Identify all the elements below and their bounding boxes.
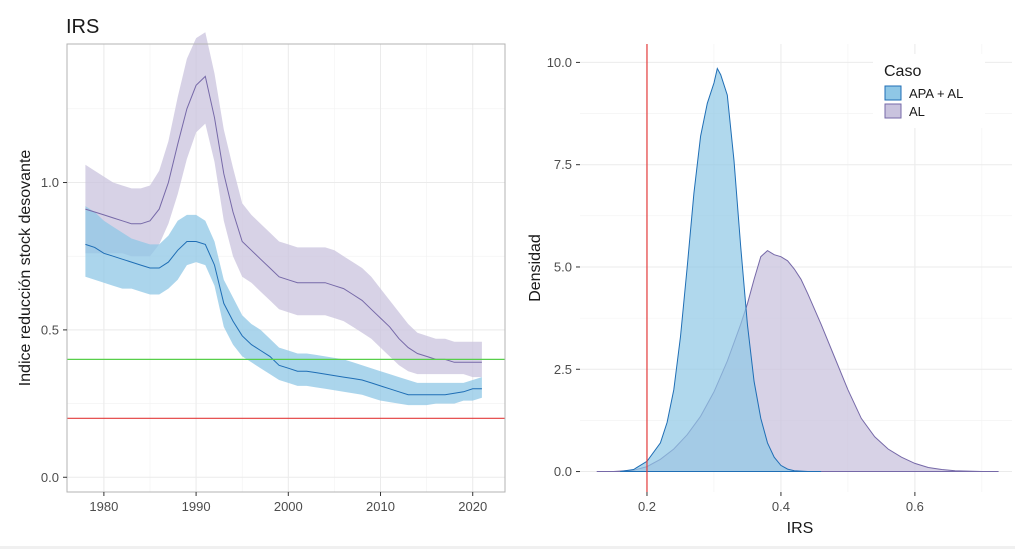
y-tick-label: 1.0 (41, 175, 59, 190)
y-tick-label: 10.0 (547, 55, 572, 70)
left-y-ticks: 0.0 0.5 1.0 (41, 175, 67, 485)
bottom-divider (0, 546, 1015, 549)
confidence-band-a (85, 206, 482, 406)
x-tick-label: 2010 (366, 499, 395, 514)
y-tick-label: 7.5 (554, 157, 572, 172)
legend-key-apa-al (884, 85, 902, 101)
right-y-ticks: 0.0 2.5 5.0 7.5 10.0 (547, 55, 580, 479)
confidence-band-b (85, 32, 482, 378)
legend: Caso APA + AL AL (873, 54, 985, 128)
legend-label-apa-al: APA + AL (909, 86, 963, 101)
y-tick-label: 2.5 (554, 362, 572, 377)
x-tick-label: 0.4 (772, 499, 790, 514)
right-chart: 0.02.55.07.510.0 0.2 0.4 0.6 Densidad IRS … (527, 44, 1012, 537)
left-x-ticks: 1980 1990 2000 2010 2020 (89, 492, 487, 514)
left-chart: IRS 0.0 0.5 1.0 1980 1990 2000 2010 2020 Indic… (17, 16, 506, 514)
left-chart-title: IRS (66, 16, 99, 38)
x-tick-label: 1980 (89, 499, 118, 514)
left-panel-border (66, 43, 506, 493)
density-area-b (596, 249, 999, 472)
right-x-ticks: 0.2 0.4 0.6 (638, 492, 924, 514)
left-y-axis-title: Indice reducción stock desovante (17, 150, 34, 387)
y-tick-label: 0.0 (554, 464, 572, 479)
right-y-axis-title: Densidad (527, 234, 544, 302)
right-x-axis-title: IRS (787, 520, 814, 537)
x-tick-label: 2020 (458, 499, 487, 514)
mean-line-a (85, 241, 482, 396)
legend-title: Caso (884, 63, 921, 80)
right-density-areas (596, 67, 999, 472)
y-tick-label: 0.5 (41, 322, 59, 337)
left-reference-lines (67, 358, 505, 419)
density-area-a (620, 67, 822, 472)
x-tick-label: 1990 (182, 499, 211, 514)
legend-label-al: AL (909, 104, 925, 119)
y-tick-label: 5.0 (554, 259, 572, 274)
left-series-lines (85, 75, 482, 396)
left-series-bands (85, 32, 482, 406)
y-tick-label: 0.0 (41, 470, 59, 485)
mean-line-b (85, 75, 482, 363)
legend-key-al (884, 103, 902, 119)
x-tick-label: 0.2 (638, 499, 656, 514)
x-tick-label: 2000 (274, 499, 303, 514)
x-tick-label: 0.6 (906, 499, 924, 514)
